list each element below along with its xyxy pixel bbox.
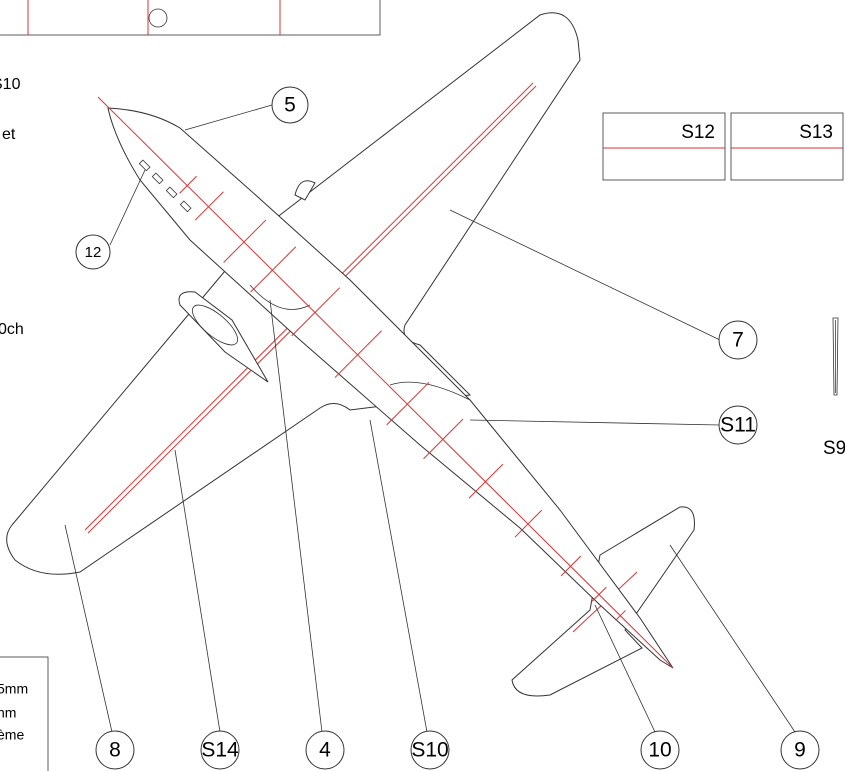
section-label: S12	[681, 122, 715, 143]
note: 0ch	[0, 321, 24, 338]
leader	[670, 545, 795, 732]
callout-label: 7	[732, 329, 744, 352]
section-label: S9	[823, 438, 845, 459]
note: et	[2, 126, 16, 143]
callout-label: 12	[85, 244, 102, 261]
note: S10	[0, 76, 21, 93]
section-label: S13	[799, 122, 833, 143]
callout-label: 9	[794, 739, 806, 762]
callout-label: 5	[284, 94, 296, 117]
callout-label: 4	[319, 739, 331, 762]
plan-drawing: 5 12 7 S11 8 S14 4 S10 10 9 S12 S13 S9 S10 et 0ch…	[0, 0, 845, 771]
leader	[470, 420, 720, 425]
leader	[185, 105, 272, 130]
frame	[0, 0, 380, 35]
note: 5mm	[0, 681, 28, 697]
leader	[110, 170, 145, 245]
page: 5 12 7 S11 8 S14 4 S10 10 9 S12 S13 S9 S10 et 0ch…	[0, 0, 845, 771]
mark	[149, 9, 167, 27]
leader	[370, 420, 427, 732]
callout-label: S10	[411, 739, 448, 762]
note: ème	[0, 727, 24, 743]
callout-label: S11	[720, 414, 756, 437]
note: nm	[0, 705, 16, 721]
leader	[450, 210, 720, 340]
callout-label: 8	[109, 739, 121, 762]
callout-label: 10	[648, 739, 671, 762]
callout-label: S14	[201, 739, 239, 762]
